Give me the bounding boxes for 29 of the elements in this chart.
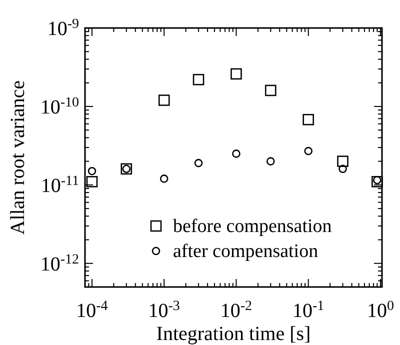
x-axis-title: Integration time [s] [156, 323, 311, 345]
x-tick-label: 10$^{-1}$ [292, 298, 324, 322]
point [160, 174, 168, 183]
point [338, 164, 347, 174]
x-tick-label: 10$^{-2}$ [220, 298, 252, 322]
point [266, 157, 275, 166]
point [373, 176, 382, 184]
x-tick-label: 10$^{-4}$ [76, 298, 108, 322]
y-tick-label: 10$^{-12}$ [40, 252, 79, 276]
point [194, 158, 203, 168]
point [302, 114, 314, 126]
y-tick-label: 10$^{-11}$ [40, 173, 79, 197]
point [230, 68, 242, 80]
legend-label: after compensation [173, 241, 319, 262]
point [337, 156, 348, 167]
point [158, 94, 170, 106]
legend-label: before compensation [173, 216, 332, 237]
point [264, 84, 276, 96]
point [372, 176, 383, 188]
x-tick-label: 10$^{-3}$ [148, 298, 180, 322]
point [192, 74, 204, 86]
point [86, 176, 98, 188]
y-tick-label: 10$^{-10}$ [40, 94, 79, 118]
point [304, 146, 312, 156]
point [88, 166, 96, 176]
y-tick-label: 10$^{-9}$ [47, 16, 79, 40]
y-axis-title: Allan root variance [7, 80, 29, 235]
point [232, 150, 240, 158]
x-tick-label: 10$^{0}$ [366, 298, 394, 322]
